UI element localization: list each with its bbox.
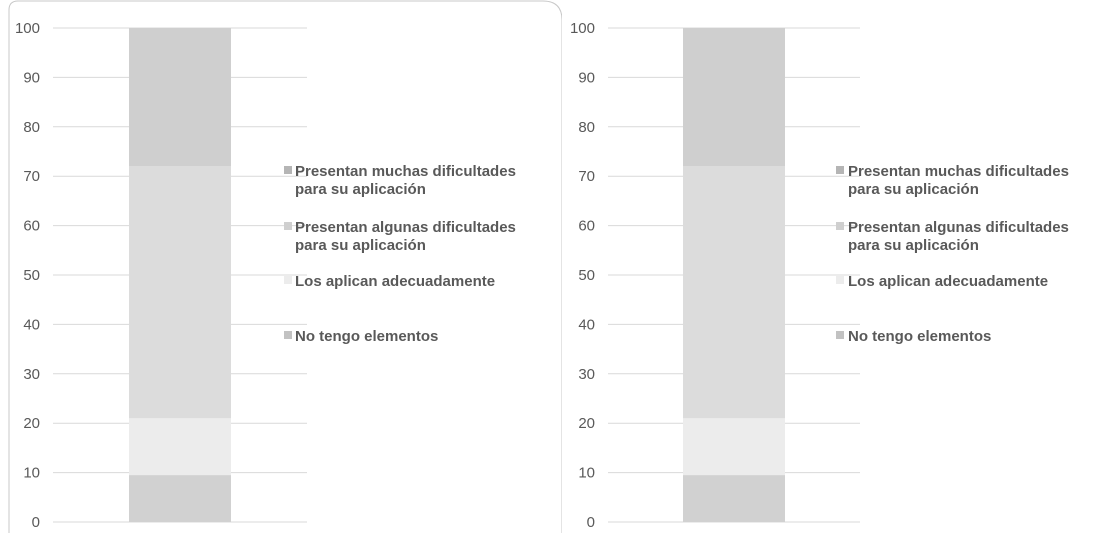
y-tick-label: 80 (23, 119, 40, 136)
stacked-bar-chart-right: 0 10 20 30 40 50 60 70 80 90 100 Presentan muchas d… (570, 20, 1069, 531)
stacked-bar-chart-left: 0 10 20 30 40 50 60 70 80 90 100 Presentan muchas d… (15, 20, 516, 531)
bar-segment (683, 166, 785, 419)
legend-label: Presentan algunas dificultades (295, 219, 516, 236)
chart-panel-left: 0 10 20 30 40 50 60 70 80 90 100 Presentan muchas d… (8, 0, 562, 533)
bar-segment (129, 475, 231, 522)
y-tick-label: 70 (578, 168, 595, 185)
y-tick-label: 50 (23, 267, 40, 284)
legend-label: para su aplicación (848, 181, 979, 198)
y-tick-label: 20 (23, 415, 40, 432)
legend-label: Los aplican adecuadamente (848, 273, 1048, 290)
y-tick-label: 30 (23, 366, 40, 383)
y-tick-label: 100 (15, 20, 40, 37)
bar-segment (129, 418, 231, 476)
bar-segment (129, 166, 231, 419)
y-tick-label: 90 (23, 69, 40, 86)
bar-segment (129, 28, 231, 167)
y-tick-label: 10 (578, 465, 595, 482)
legend-swatch (836, 222, 844, 230)
y-tick-label: 40 (23, 316, 40, 333)
chart-panel-right: 0 10 20 30 40 50 60 70 80 90 100 Presentan muchas d… (562, 0, 1103, 533)
y-tick-label: 0 (587, 514, 595, 531)
legend-label: para su aplicación (848, 237, 979, 254)
legend-label: Presentan muchas dificultades (848, 163, 1069, 180)
legend-label: para su aplicación (295, 237, 426, 254)
legend-swatch (836, 331, 844, 339)
y-tick-label: 10 (23, 465, 40, 482)
y-tick-label: 0 (32, 514, 40, 531)
y-tick-label: 40 (578, 316, 595, 333)
legend-label: Presentan algunas dificultades (848, 219, 1069, 236)
legend-swatch (284, 331, 292, 339)
y-tick-label: 80 (578, 119, 595, 136)
bar-segment (683, 418, 785, 476)
legend-label: Presentan muchas dificultades (295, 163, 516, 180)
y-tick-label: 50 (578, 267, 595, 284)
legend-swatch (836, 166, 844, 174)
y-tick-label: 70 (23, 168, 40, 185)
legend-label: No tengo elementos (295, 328, 438, 345)
legend-swatch (836, 276, 844, 284)
y-tick-label: 60 (578, 218, 595, 235)
bar-segment (683, 475, 785, 522)
y-tick-label: 90 (578, 69, 595, 86)
y-tick-label: 20 (578, 415, 595, 432)
bar-segment (683, 28, 785, 167)
y-tick-label: 100 (570, 20, 595, 37)
legend-swatch (284, 222, 292, 230)
y-tick-label: 30 (578, 366, 595, 383)
legend-label: Los aplican adecuadamente (295, 273, 495, 290)
legend-label: No tengo elementos (848, 328, 991, 345)
legend-swatch (284, 276, 292, 284)
y-tick-label: 60 (23, 218, 40, 235)
legend-swatch (284, 166, 292, 174)
legend-label: para su aplicación (295, 181, 426, 198)
